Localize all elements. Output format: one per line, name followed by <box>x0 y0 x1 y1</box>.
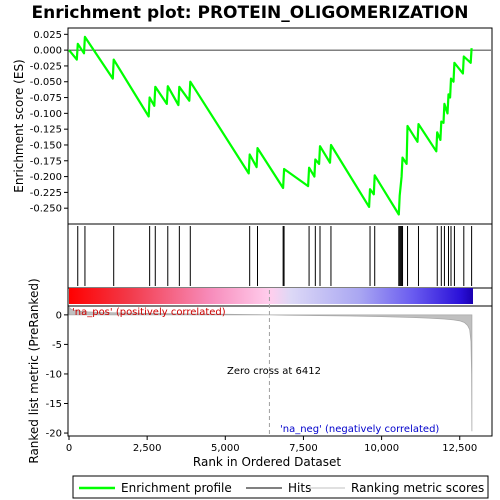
legend-label-es: Enrichment profile <box>121 481 232 495</box>
es-tick-label: -0.250 <box>30 204 62 215</box>
metric-area-group <box>68 306 473 432</box>
es-tick-label: -0.150 <box>30 140 62 151</box>
hits-group <box>77 226 473 286</box>
es-tick-label: -0.050 <box>30 77 62 88</box>
es-tick-label: -0.025 <box>30 61 62 72</box>
legend-label-hits: Hits <box>288 481 311 495</box>
metric-axis-ticks: 0 -5 -10 -15 -20 <box>46 310 68 440</box>
legend-frame <box>72 475 489 499</box>
es-tick-label: -0.225 <box>30 188 62 199</box>
es-tick-label: 0.000 <box>33 46 62 57</box>
metric-tick-label: -20 <box>46 429 62 440</box>
chart-title: Enrichment plot: PROTEIN_OLIGOMERIZATION <box>31 3 468 23</box>
metric-tick-label: -15 <box>46 399 62 410</box>
es-tick-label: -0.175 <box>30 156 62 167</box>
metric-tick-label: 0 <box>56 310 62 321</box>
es-tick-label: -0.075 <box>30 93 62 104</box>
x-tick-label: 5,000 <box>211 443 240 454</box>
pos-label: 'na_pos' (positively correlated) <box>72 307 226 318</box>
metric-y-axis-label: Ranked list metric (PreRanked) <box>27 278 41 463</box>
hits-panel-frame <box>67 223 493 289</box>
es-tick-label: 0.025 <box>33 30 62 41</box>
metric-tick-label: -5 <box>52 340 62 351</box>
es-profile-line <box>68 35 473 216</box>
x-tick-label: 7,500 <box>289 443 318 454</box>
es-tick-label: -0.200 <box>30 172 62 183</box>
es-tick-label: -0.100 <box>30 109 62 120</box>
x-tick-label: 10,000 <box>364 443 399 454</box>
legend-label-metric: Ranking metric scores <box>351 481 484 495</box>
zero-cross-label: Zero cross at 6412 <box>227 366 321 377</box>
metric-tick-label: -10 <box>46 369 62 380</box>
metric-panel-frame <box>67 305 493 437</box>
legend: Enrichment profile Hits Ranking metric s… <box>72 475 489 499</box>
es-panel-frame <box>67 27 493 225</box>
es-axis-ticks: 0.025 0.000 -0.025 -0.050 -0.075 -0.100 -0.125… <box>30 30 68 215</box>
x-tick-label: 2,500 <box>133 443 162 454</box>
x-tick-label: 12,500 <box>442 443 477 454</box>
rank-color-band <box>69 288 473 304</box>
x-tick-label: 0 <box>66 443 72 454</box>
es-y-axis-label: Enrichment score (ES) <box>12 59 26 192</box>
x-axis-label: Rank in Ordered Dataset <box>193 455 341 469</box>
es-line-group <box>68 35 473 216</box>
neg-label: 'na_neg' (negatively correlated) <box>280 424 439 435</box>
x-axis-ticks: 0 2,500 5,000 7,500 10,000 12,500 <box>66 436 477 454</box>
metric-area <box>68 306 473 432</box>
es-tick-label: -0.125 <box>30 125 62 136</box>
